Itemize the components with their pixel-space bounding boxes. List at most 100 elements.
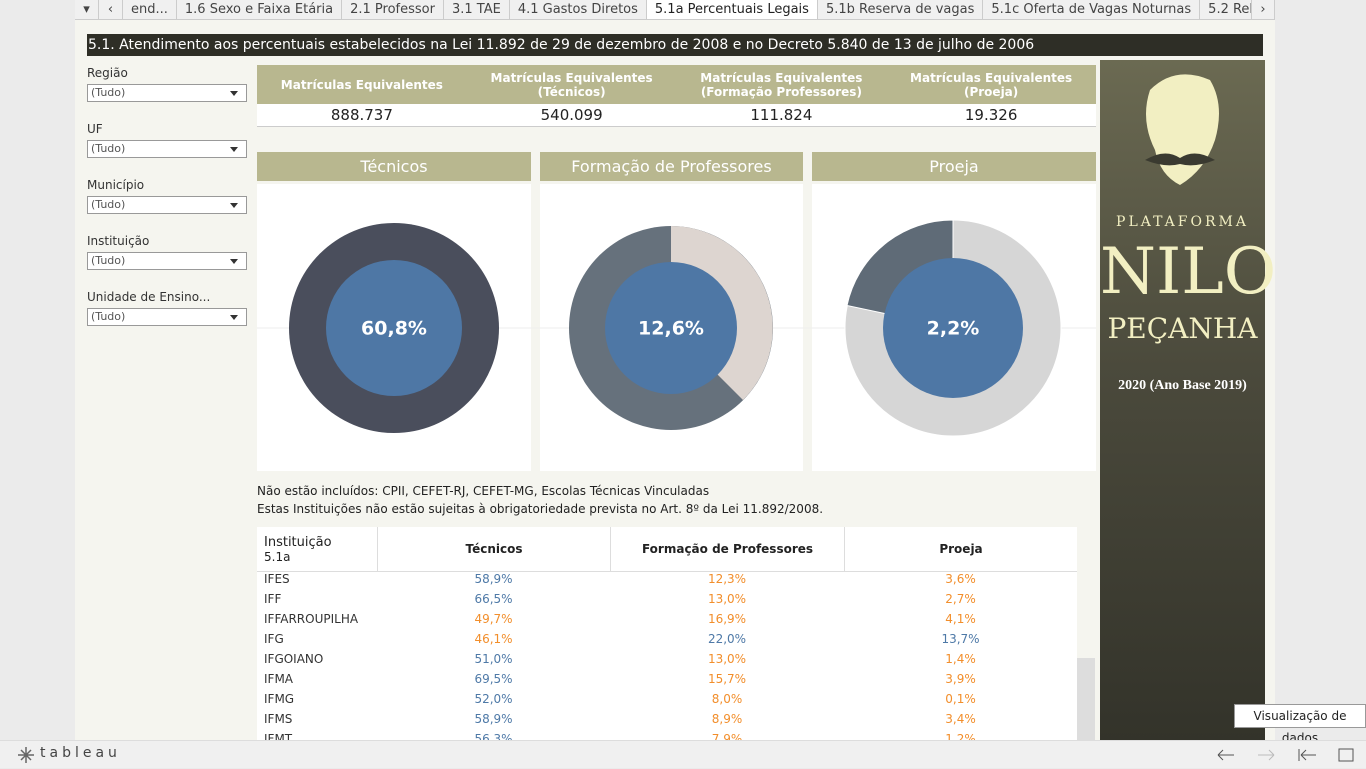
filter-label: Unidade de Ensino... bbox=[87, 290, 211, 304]
footer-controls[interactable] bbox=[1210, 741, 1360, 769]
table-cell: 51,0% bbox=[474, 652, 513, 666]
donut-title: Técnicos bbox=[257, 152, 531, 181]
donut-panel bbox=[540, 184, 803, 471]
table-cell: 58,9% bbox=[474, 572, 513, 586]
logo-sub: PEÇANHA bbox=[1107, 312, 1258, 345]
donut-title: Formação de Professores bbox=[540, 152, 803, 181]
row-label: IFMT bbox=[264, 732, 293, 740]
tab-next[interactable]: › bbox=[1251, 0, 1275, 19]
kpi-label: Matrículas Equivalentes bbox=[280, 77, 443, 92]
table-cell: 2,7% bbox=[945, 592, 976, 606]
row-label: IFGOIANO bbox=[264, 652, 324, 666]
tab-prev[interactable]: ‹ bbox=[99, 0, 123, 19]
table-cell: 69,5% bbox=[474, 672, 513, 686]
donut-panel bbox=[812, 184, 1096, 471]
table-cell: 0,1% bbox=[945, 692, 976, 706]
table-row: IFMG 52,0% 8,0% 0,1% bbox=[257, 692, 1077, 712]
table-cell: 1,2% bbox=[945, 732, 976, 740]
footer: tableau bbox=[0, 740, 1366, 768]
table-cell: 15,7% bbox=[707, 672, 747, 686]
tab-bar: ▾ ‹ end... 1.6 Sexo e Faixa Etária 2.1 Pro… bbox=[75, 0, 1275, 20]
table-cell: 1,4% bbox=[945, 652, 976, 666]
table-row: IFFARROUPILHA 49,7% 16,9% 4,1% bbox=[257, 612, 1077, 632]
row-label: IFES bbox=[264, 572, 290, 586]
note: Estas Instituições não estão sujeitas à … bbox=[257, 502, 824, 516]
kpi-value: 111.824 bbox=[750, 106, 813, 124]
table-cell: 56,3% bbox=[474, 732, 513, 740]
kpi-value: 19.326 bbox=[964, 106, 1018, 124]
column-header: Proeja bbox=[844, 527, 1077, 571]
row-header: Instituição 5.1a bbox=[257, 527, 377, 571]
tab[interactable]: 2.1 Professor bbox=[342, 0, 444, 19]
table-cell: 13,0% bbox=[707, 652, 747, 666]
tab[interactable]: 1.6 Sexo e Faixa Etária bbox=[177, 0, 343, 19]
filter-dropdown[interactable]: (Tudo) bbox=[87, 308, 247, 326]
tab[interactable]: end... bbox=[123, 0, 177, 19]
row-subheader[interactable]: 5.1a bbox=[264, 549, 291, 564]
tab[interactable]: 3.1 TAE bbox=[444, 0, 510, 19]
table-row: IFMT 56,3% 7,9% 1,2% bbox=[257, 732, 1077, 740]
tab[interactable]: 5.1b Reserva de vagas bbox=[818, 0, 984, 19]
donut-title: Proeja bbox=[812, 152, 1096, 181]
table-cell: 49,7% bbox=[474, 612, 513, 626]
tab[interactable]: 5.2 Relação Inscrito bbox=[1200, 0, 1251, 19]
filter-label: Instituição bbox=[87, 234, 150, 248]
table-row: IFES 58,9% 12,3% 3,6% bbox=[257, 572, 1077, 592]
tab[interactable]: 4.1 Gastos Diretos bbox=[510, 0, 647, 19]
table-cell: 3,9% bbox=[945, 672, 976, 686]
filter-dropdown[interactable]: (Tudo) bbox=[87, 140, 247, 158]
logo-name: NILO bbox=[1100, 235, 1277, 309]
logo-panel: PLATAFORMA NILO PEÇANHA 2020 (Ano Base 2… bbox=[1100, 60, 1277, 740]
filter-label: UF bbox=[87, 122, 103, 136]
kpi-header: Matrículas Equivalentes Matrículas Equiva… bbox=[257, 65, 1096, 104]
table-cell: 66,5% bbox=[474, 592, 513, 606]
kpi-label: Matrículas Equivalentes (Técnicos) bbox=[490, 70, 653, 99]
scrollbar[interactable] bbox=[1077, 658, 1095, 740]
filter-dropdown[interactable]: (Tudo) bbox=[87, 196, 247, 214]
column-header: Técnicos bbox=[377, 527, 610, 571]
table-cell: 13,0% bbox=[707, 592, 747, 606]
table-cell: 22,0% bbox=[707, 632, 747, 646]
dashboard-title: 5.1. Atendimento aos percentuais estabel… bbox=[87, 34, 1263, 56]
row-header-label: Instituição bbox=[264, 534, 332, 550]
filter-dropdown[interactable]: (Tudo) bbox=[87, 84, 247, 102]
tab-menu[interactable]: ▾ bbox=[75, 0, 99, 19]
row-label: IFMG bbox=[264, 692, 295, 706]
logo-year: 2020 (Ano Base 2019) bbox=[1118, 378, 1247, 393]
logo-portrait bbox=[1145, 74, 1219, 185]
table-cell: 3,4% bbox=[945, 712, 976, 726]
logo-top: PLATAFORMA bbox=[1116, 214, 1249, 230]
table-row: IFG 46,1% 22,0% 13,7% bbox=[257, 632, 1077, 652]
table-cell: 13,7% bbox=[941, 632, 980, 646]
row-label: IFF bbox=[264, 592, 282, 606]
row-label: IFFARROUPILHA bbox=[264, 612, 359, 626]
note: Não estão incluídos: CPII, CEFET-RJ, CEF… bbox=[257, 484, 710, 498]
donut-panel bbox=[257, 184, 531, 471]
table-cell: 8,0% bbox=[711, 692, 743, 706]
tooltip: Visualização de dados bbox=[1234, 704, 1366, 745]
table-cell: 8,9% bbox=[711, 712, 743, 726]
table-row: IFGOIANO 51,0% 13,0% 1,4% bbox=[257, 652, 1077, 672]
kpi-label: Matrículas Equivalentes (Proeja) bbox=[910, 70, 1073, 99]
table-row: IFMA 69,5% 15,7% 3,9% bbox=[257, 672, 1077, 692]
table-cell: 16,9% bbox=[707, 612, 747, 626]
kpi-label: Matrículas Equivalentes (Formação Profes… bbox=[700, 70, 863, 99]
column-header: Formação de Professores bbox=[610, 527, 844, 571]
table-cell: 3,6% bbox=[945, 572, 976, 586]
table-cell: 46,1% bbox=[474, 632, 513, 646]
table-cell: 52,0% bbox=[474, 692, 513, 706]
tab[interactable]: 5.1a Percentuais Legais bbox=[646, 0, 818, 19]
tabs: end... 1.6 Sexo e Faixa Etária 2.1 Profess… bbox=[123, 0, 1251, 19]
table-cell: 7,9% bbox=[711, 732, 743, 740]
kpi-value: 540.099 bbox=[540, 106, 603, 124]
table-cell: 58,9% bbox=[474, 712, 513, 726]
brand[interactable]: tableau bbox=[40, 745, 121, 761]
table-header: Instituição 5.1a Técnicos Formação de Pro… bbox=[257, 527, 1077, 572]
table-row: IFMS 58,9% 8,9% 3,4% bbox=[257, 712, 1077, 732]
tab[interactable]: 5.1c Oferta de Vagas Noturnas bbox=[983, 0, 1201, 19]
table-cell: 12,3% bbox=[707, 572, 747, 586]
brand-icon bbox=[18, 747, 34, 763]
table-cell: 4,1% bbox=[945, 612, 976, 626]
filter-dropdown[interactable]: (Tudo) bbox=[87, 252, 247, 270]
